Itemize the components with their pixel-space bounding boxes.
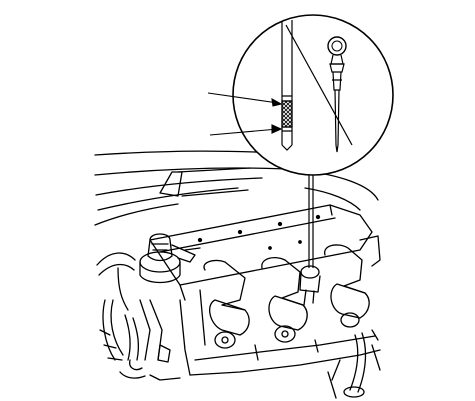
detail-leader <box>308 170 314 268</box>
engine-drawing <box>94 149 381 399</box>
safe-range-hatch <box>281 100 293 128</box>
dipstick-blade-enlarged <box>281 20 293 151</box>
dipstick-full <box>327 36 347 153</box>
wedge-line <box>285 24 353 146</box>
valve-cover <box>149 204 373 301</box>
hoses-right <box>327 332 381 399</box>
engine-block <box>149 289 381 381</box>
detail-circle <box>232 14 394 176</box>
dipstick-handle-engine <box>299 265 321 306</box>
callout-upper-mark <box>207 92 283 107</box>
callout-lower-mark <box>209 124 283 136</box>
oil-filler-cap <box>139 233 201 284</box>
ignition-coils <box>203 235 381 349</box>
hoses-left <box>96 252 171 379</box>
